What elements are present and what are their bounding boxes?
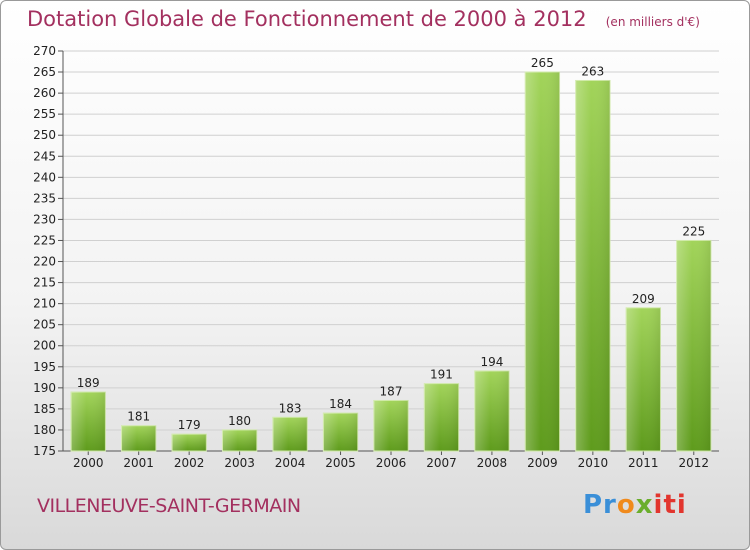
value-label-2006: 187 [380,384,403,398]
x-tick-label-2001: 2001 [123,456,154,470]
x-tick-label-2003: 2003 [224,456,255,470]
y-tick-label: 255 [33,107,56,121]
y-tick-label: 180 [33,423,56,437]
logo-part-2: o [616,490,636,520]
y-tick-label: 235 [33,191,56,205]
value-label-2010: 263 [581,64,604,78]
x-tick-label-2012: 2012 [678,456,709,470]
labels: 175 180 185 190 195 200 205 210 215 220 225 230 235 2… [33,44,709,470]
value-label-2003: 180 [228,414,251,428]
bar-shine-2001 [121,425,156,451]
chart-title: Dotation Globale de Fonctionnement de 20… [27,7,587,31]
bar-shine-2007 [424,383,459,451]
y-tick-label: 215 [33,276,56,290]
chart-unit: (en milliers d'€) [605,15,700,29]
title-row: Dotation Globale de Fonctionnement de 20… [27,7,700,31]
value-label-2012: 225 [682,224,705,238]
y-tick-label: 175 [33,444,56,458]
y-tick-label: 240 [33,170,56,184]
y-tick-label: 200 [33,339,56,353]
value-label-2004: 183 [279,401,302,415]
logo-part-4: iti [653,490,687,520]
y-tick-label: 210 [33,297,56,311]
bar-shine-2011 [626,307,661,451]
x-tick-label-2007: 2007 [426,456,457,470]
y-tick-label: 185 [33,402,56,416]
bar-shine-2005 [323,413,358,451]
y-tick-label: 205 [33,318,56,332]
bar-shine-2003 [222,429,257,451]
x-tick-label-2004: 2004 [275,456,306,470]
bar-shine-2009 [525,72,560,451]
proxiti-logo[interactable]: Proxiti [583,490,687,520]
value-label-2000: 189 [77,376,100,390]
y-tick-label: 190 [33,381,56,395]
value-label-2005: 184 [329,397,352,411]
x-tick-label-2010: 2010 [578,456,609,470]
y-tick-label: 270 [33,44,56,58]
bar-shine-2000 [71,392,106,451]
value-label-2001: 181 [127,410,150,424]
bar-shine-2012 [676,240,711,451]
x-tick-label-2005: 2005 [325,456,356,470]
x-tick-label-2008: 2008 [477,456,508,470]
y-tick-label: 260 [33,86,56,100]
value-label-2002: 179 [178,418,201,432]
bar-shine-2006 [373,400,409,451]
bar-shine-2004 [272,417,308,451]
logo-part-1: Pr [583,490,617,520]
x-tick-label-2011: 2011 [628,456,659,470]
x-tick-label-2009: 2009 [527,456,558,470]
bar-shine-2010 [575,80,611,451]
value-label-2011: 209 [632,292,655,306]
logo-part-3: x [635,490,654,520]
y-tick-label: 195 [33,360,56,374]
y-tick-label: 245 [33,149,56,163]
bar-shine-2008 [474,371,510,451]
bar-shine-2002 [171,434,207,451]
value-label-2007: 191 [430,368,453,382]
x-tick-label-2000: 2000 [73,456,104,470]
y-tick-label: 220 [33,255,56,269]
y-tick-label: 230 [33,212,56,226]
y-tick-label: 265 [33,65,56,79]
bars [70,71,712,452]
value-label-2009: 265 [531,56,554,70]
x-tick-label-2006: 2006 [376,456,407,470]
y-tick-label: 250 [33,128,56,142]
x-tick-label-2002: 2002 [174,456,205,470]
commune-name: VILLENEUVE-SAINT-GERMAIN [37,495,301,517]
value-label-2008: 194 [480,355,503,369]
y-tick-label: 225 [33,233,56,247]
